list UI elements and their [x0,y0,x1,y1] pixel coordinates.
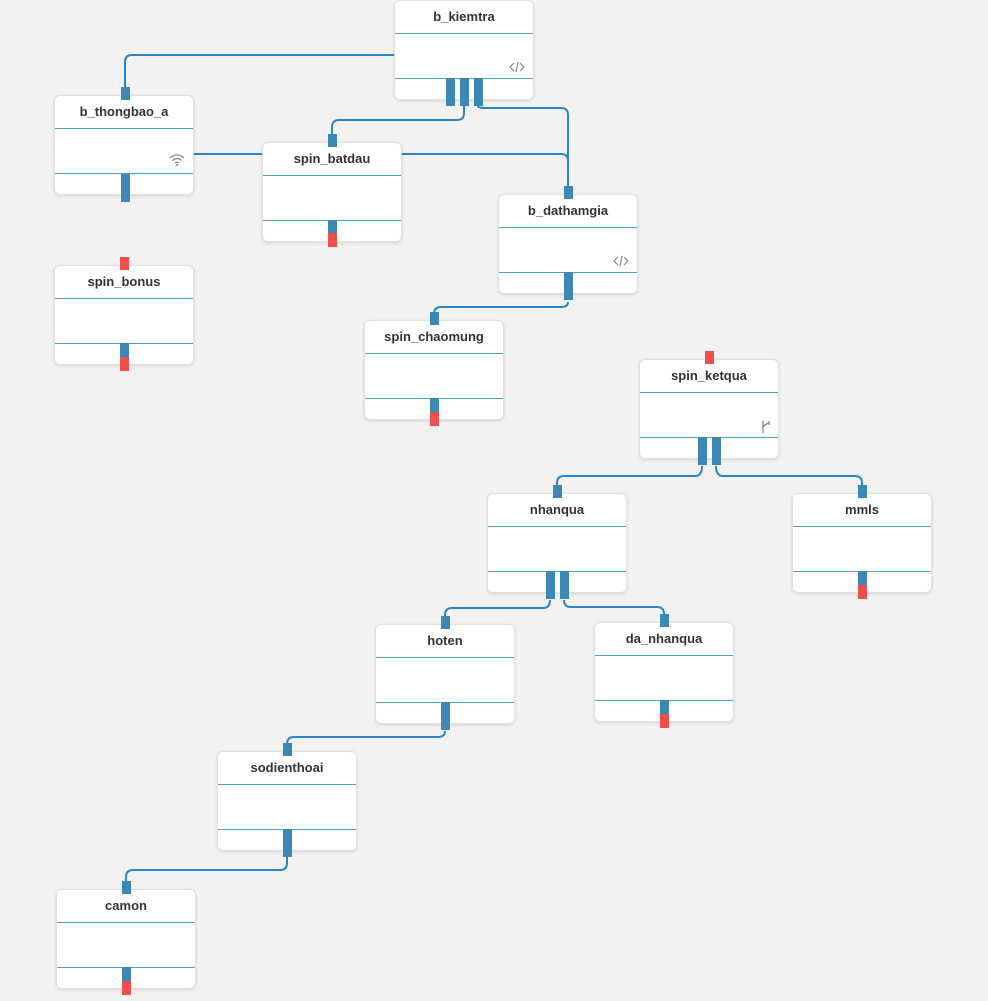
node-title: b_thongbao_a [79,104,169,119]
separator [55,128,193,129]
separator [55,298,193,299]
input-port[interactable] [564,186,573,199]
separator [263,175,401,176]
wifi-icon [169,154,185,166]
wire-spin_ketqua-nhanqua [556,465,703,487]
node-title: spin_batdau [293,151,371,166]
node-title: nhanqua [529,502,585,517]
separator [640,392,778,393]
output-port[interactable] [712,437,721,465]
separator [218,784,356,785]
separator [488,571,626,572]
separator [395,33,533,34]
unconnected-input-port[interactable] [120,257,129,270]
output-port[interactable] [560,571,569,599]
wire-nhanqua-da_nhanqua [563,599,665,615]
wire-b_kiemtra-b_dathamgia [477,105,569,188]
unconnected-input-port[interactable] [705,351,714,364]
node-spin_ketqua[interactable]: spin_ketqua [639,359,779,459]
node-title: spin_chaomung [384,329,484,344]
input-port[interactable] [283,743,292,756]
output-port[interactable] [122,967,131,981]
node-title: da_nhanqua [625,631,703,646]
wire-spin_ketqua-mmls [715,465,863,487]
input-port[interactable] [121,87,130,100]
output-port[interactable] [120,343,129,357]
node-title: b_kiemtra [433,9,495,24]
unconnected-port[interactable] [122,981,131,995]
node-title: hoten [427,633,463,648]
separator [499,227,637,228]
input-port[interactable] [122,881,131,894]
output-port[interactable] [121,174,130,202]
wire-b_dathamgia-spin_chaomung [433,301,569,315]
separator [365,353,503,354]
output-port[interactable] [430,398,439,412]
wire-sodienthoai-camon [125,857,288,882]
node-title: spin_bonus [87,274,161,289]
output-port[interactable] [546,571,555,599]
output-port[interactable] [564,272,573,300]
output-port[interactable] [698,437,707,465]
node-title: mmls [845,502,879,517]
output-port[interactable] [283,829,292,857]
input-port[interactable] [858,485,867,498]
input-port[interactable] [441,616,450,629]
node-title: spin_ketqua [671,368,747,383]
output-port[interactable] [328,220,337,233]
unconnected-port[interactable] [430,412,439,426]
separator [57,922,195,923]
unconnected-port[interactable] [328,233,337,247]
unconnected-port[interactable] [120,357,129,371]
output-port[interactable] [460,78,469,106]
output-port[interactable] [660,700,669,714]
output-port[interactable] [446,78,455,106]
node-title: camon [105,898,147,913]
input-port[interactable] [660,614,669,627]
wire-nhanqua-hoten [444,599,551,617]
unconnected-port[interactable] [858,585,867,599]
separator [595,655,733,656]
branch-icon [760,420,772,434]
separator [488,526,626,527]
code-icon [509,61,525,73]
unconnected-port[interactable] [660,714,669,728]
input-port[interactable] [430,312,439,325]
input-port[interactable] [553,485,562,498]
separator [376,657,514,658]
wire-hoten-sodienthoai [286,730,446,745]
separator [640,437,778,438]
node-nhanqua[interactable]: nhanqua [487,493,627,593]
output-port[interactable] [858,571,867,585]
node-title: b_dathamgia [527,203,609,218]
output-port[interactable] [474,78,483,106]
node-title: sodienthoai [250,760,324,775]
code-icon [613,255,629,267]
output-port[interactable] [441,702,450,730]
separator [793,526,931,527]
wire-b_kiemtra-spin_batdau [331,106,465,136]
input-port[interactable] [328,134,337,147]
node-spin_bonus[interactable]: spin_bonus [54,265,194,365]
